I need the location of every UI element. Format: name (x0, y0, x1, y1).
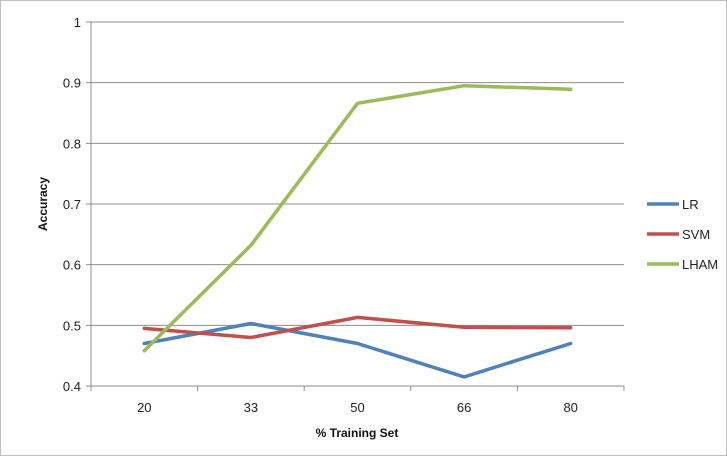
y-tick-label-1: 0.5 (63, 318, 81, 333)
legend: LR SVM LHAM (647, 197, 718, 272)
y-tick-label-2: 0.6 (63, 258, 81, 273)
x-tick-label-3: 66 (457, 400, 471, 415)
legend-label-svm: SVM (682, 227, 710, 242)
series-line-lham (142, 83, 573, 353)
y-tick-label-3: 0.7 (63, 197, 81, 212)
legend-label-lr: LR (682, 197, 699, 212)
y-tick-label-4: 0.8 (63, 136, 81, 151)
y-axis-title: Accuracy (36, 177, 50, 231)
x-tick-label-1: 33 (244, 400, 258, 415)
axes (86, 21, 625, 391)
x-tick-label-0: 20 (137, 400, 151, 415)
series-line-lr (142, 321, 573, 379)
series-lines (142, 83, 573, 379)
x-tick-label-4: 80 (563, 400, 577, 415)
tick-labels: 0.4 0.5 0.6 0.7 0.8 0.9 1 20 33 50 66 80 (63, 15, 578, 415)
x-axis-title: % Training Set (316, 426, 399, 440)
legend-label-lham: LHAM (682, 257, 718, 272)
series-line-svm (142, 315, 573, 340)
y-tick-label-0: 0.4 (63, 379, 81, 394)
gridlines (91, 21, 624, 326)
y-tick-label-6: 1 (74, 15, 81, 30)
x-tick-label-2: 50 (350, 400, 364, 415)
y-tick-label-5: 0.9 (63, 76, 81, 91)
